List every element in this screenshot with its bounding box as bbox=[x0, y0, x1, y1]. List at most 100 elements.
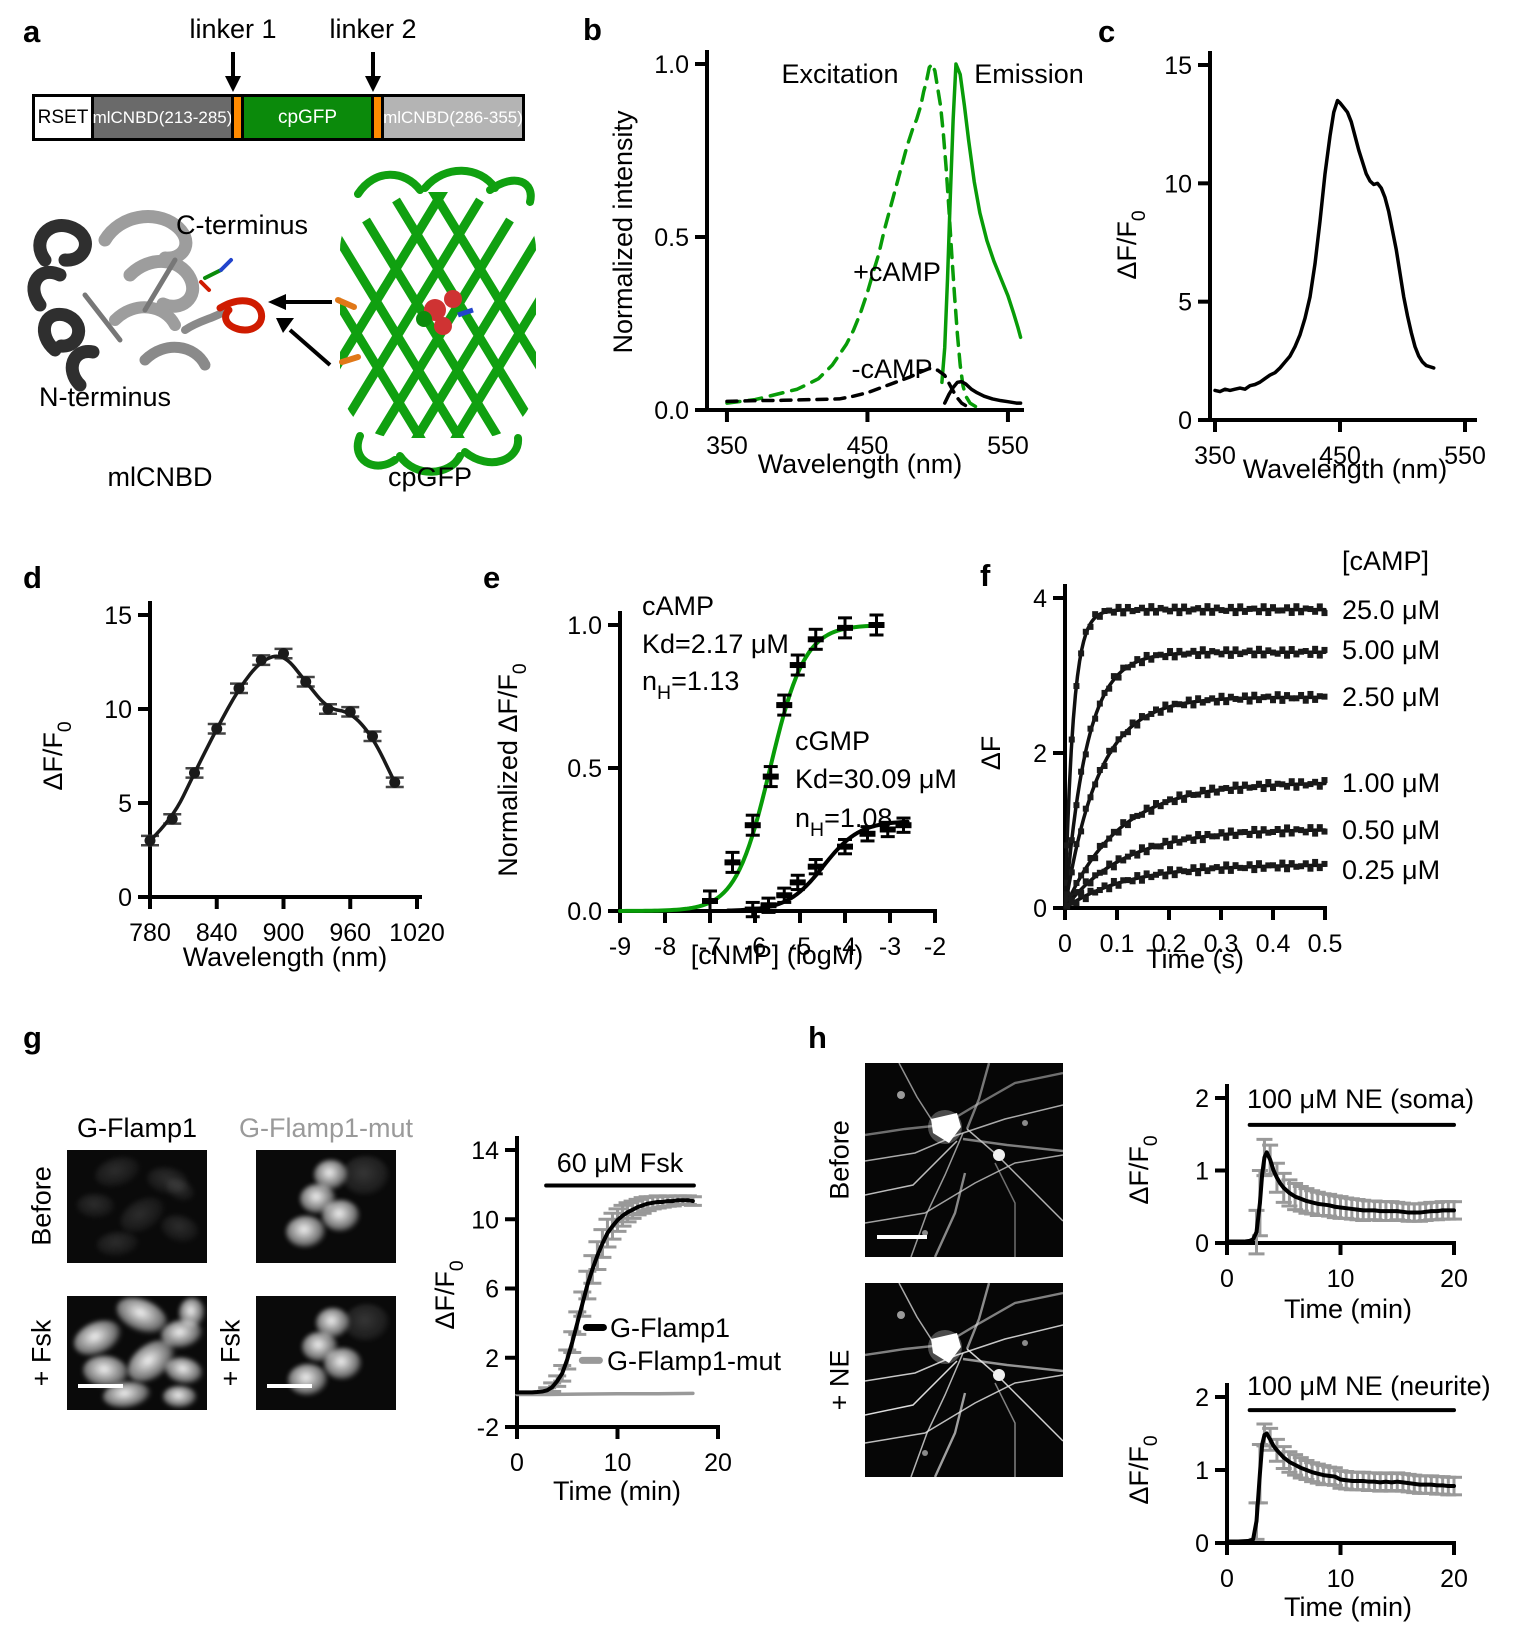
svg-text:1.00 μM: 1.00 μM bbox=[1342, 768, 1440, 798]
linker1-arrow bbox=[225, 52, 241, 92]
cell-blob bbox=[162, 1385, 198, 1409]
svg-text:60 μM Fsk: 60 μM Fsk bbox=[557, 1148, 684, 1178]
micrograph-gflamp1-before bbox=[67, 1150, 207, 1263]
cpgfp-barrel bbox=[335, 166, 536, 476]
svg-text:10: 10 bbox=[1327, 1265, 1355, 1293]
svg-text:nH=1.08: nH=1.08 bbox=[795, 803, 892, 841]
svg-text:5: 5 bbox=[118, 790, 132, 818]
panel-a: linker 1 linker 2 RSET mlCNBD(213-285) cpG… bbox=[0, 0, 560, 510]
svg-text:-5: -5 bbox=[789, 933, 811, 961]
structure-arrow-1 bbox=[268, 294, 332, 310]
svg-text:nH=1.13: nH=1.13 bbox=[642, 666, 739, 704]
panel-letter-d: d bbox=[23, 560, 42, 595]
svg-text:2: 2 bbox=[485, 1345, 499, 1373]
svg-text:0: 0 bbox=[510, 1449, 524, 1477]
svg-text:2: 2 bbox=[1195, 1085, 1209, 1113]
svg-text:840: 840 bbox=[196, 919, 238, 947]
svg-text:0: 0 bbox=[1178, 407, 1192, 435]
svg-text:100 μM NE (neurite): 100 μM NE (neurite) bbox=[1247, 1371, 1491, 1401]
panel-b-chart: 350 450 550 0.0 0.5 1.0 Wavelength (nm) Normali… bbox=[560, 0, 1120, 500]
svg-text:0: 0 bbox=[1033, 895, 1047, 923]
svg-text:0.5: 0.5 bbox=[654, 224, 689, 252]
svg-text:cAMP: cAMP bbox=[642, 591, 714, 621]
svg-text:10: 10 bbox=[471, 1206, 499, 1234]
panel-letter-c: c bbox=[1098, 14, 1116, 49]
svg-text:Wavelength (nm): Wavelength (nm) bbox=[1243, 454, 1448, 484]
svg-text:0.0: 0.0 bbox=[654, 397, 689, 425]
construct-segment: mlCNBD(286-355) bbox=[381, 97, 523, 138]
neuron-image-ne bbox=[865, 1283, 1063, 1477]
svg-text:Kd=30.09 μM: Kd=30.09 μM bbox=[795, 764, 957, 794]
svg-text:6: 6 bbox=[485, 1276, 499, 1304]
cpgfp-label: cpGFP bbox=[387, 462, 473, 492]
svg-text:0.2: 0.2 bbox=[1152, 930, 1187, 958]
svg-text:2: 2 bbox=[1195, 1384, 1209, 1412]
svg-text:-9: -9 bbox=[609, 933, 631, 961]
svg-text:Wavelength (nm): Wavelength (nm) bbox=[183, 942, 388, 972]
svg-text:1: 1 bbox=[1195, 1457, 1209, 1485]
svg-text:[cAMP]: [cAMP] bbox=[1342, 546, 1429, 576]
cell-blob bbox=[68, 1313, 128, 1363]
svg-text:cGMP: cGMP bbox=[795, 726, 870, 756]
svg-text:20: 20 bbox=[1440, 1265, 1468, 1293]
cell-blob bbox=[179, 1298, 205, 1328]
svg-text:0.0: 0.0 bbox=[567, 898, 602, 926]
svg-text:550: 550 bbox=[1444, 442, 1486, 470]
svg-text:2: 2 bbox=[1033, 740, 1047, 768]
svg-text:Kd=2.17 μM: Kd=2.17 μM bbox=[642, 629, 789, 659]
cell-blob bbox=[344, 1304, 390, 1342]
svg-text:-4: -4 bbox=[834, 933, 856, 961]
svg-text:0.50 μM: 0.50 μM bbox=[1342, 815, 1440, 845]
svg-text:0: 0 bbox=[1220, 1565, 1234, 1593]
svg-text:Normalized ΔF/F0: Normalized ΔF/F0 bbox=[493, 663, 531, 877]
svg-text:0.25 μM: 0.25 μM bbox=[1342, 855, 1440, 885]
panel-letter-h: h bbox=[808, 1020, 827, 1055]
svg-text:0.1: 0.1 bbox=[1100, 930, 1135, 958]
n-terminus-label: N-terminus bbox=[38, 382, 172, 412]
svg-text:5: 5 bbox=[1178, 289, 1192, 317]
svg-text:Excitation: Excitation bbox=[781, 59, 898, 89]
svg-text:Time (min): Time (min) bbox=[1284, 1592, 1412, 1622]
panel-letter-a: a bbox=[23, 14, 41, 49]
construct-segment: RSET bbox=[35, 97, 91, 138]
svg-text:0.5: 0.5 bbox=[1308, 930, 1343, 958]
panel-f-chart: 0 0.1 0.2 0.3 0.4 0.5 0 2 4 Time (s) ΔF [cAMP] 25.0 … bbox=[940, 520, 1528, 990]
svg-text:Time (min): Time (min) bbox=[553, 1476, 681, 1506]
panel-a-graphics bbox=[27, 52, 536, 476]
svg-text:Emission: Emission bbox=[974, 59, 1084, 89]
mlcnbd-label: mlCNBD bbox=[107, 462, 213, 492]
svg-text:-2: -2 bbox=[477, 1414, 499, 1442]
panel-h-soma-chart: 0 10 20 0 1 2 Time (min) ΔF/F0 100 μM NE (soma) bbox=[1090, 1000, 1528, 1335]
svg-text:-6: -6 bbox=[744, 933, 766, 961]
svg-text:5.00 μM: 5.00 μM bbox=[1342, 635, 1440, 665]
svg-text:25.0 μM: 25.0 μM bbox=[1342, 595, 1440, 625]
svg-text:450: 450 bbox=[847, 432, 889, 460]
svg-text:ΔF/F0: ΔF/F0 bbox=[430, 1260, 468, 1330]
svg-text:1: 1 bbox=[1195, 1158, 1209, 1186]
neuron-image-before bbox=[865, 1063, 1063, 1257]
cell-blob bbox=[92, 1152, 144, 1192]
construct-diagram: RSET mlCNBD(213-285) cpGFP mlCNBD(286-355) bbox=[32, 94, 525, 141]
svg-text:1.0: 1.0 bbox=[654, 51, 689, 79]
svg-text:960: 960 bbox=[329, 919, 371, 947]
svg-text:[cNMP] (logM): [cNMP] (logM) bbox=[691, 940, 864, 970]
svg-text:900: 900 bbox=[263, 919, 305, 947]
svg-text:Wavelength (nm): Wavelength (nm) bbox=[758, 449, 963, 479]
micrograph-gflamp1-fsk bbox=[67, 1296, 207, 1410]
linker2-label: linker 2 bbox=[329, 14, 417, 44]
svg-text:0: 0 bbox=[1058, 930, 1072, 958]
svg-text:ΔF/F0: ΔF/F0 bbox=[38, 721, 76, 791]
cell-blob bbox=[96, 1230, 140, 1258]
construct-segment bbox=[371, 97, 381, 138]
svg-text:14: 14 bbox=[471, 1137, 499, 1165]
panel-d-chart: 780 840 900 960 1020 0 5 10 15 Wavelength (nm) ΔF/… bbox=[0, 530, 470, 980]
panel-c-chart: 350 450 550 0 5 10 15 Wavelength (nm) ΔF/F0 bbox=[1050, 0, 1528, 510]
g-flamp1-mut-column-title: G-Flamp1-mut bbox=[238, 1113, 414, 1143]
svg-text:0.4: 0.4 bbox=[1256, 930, 1291, 958]
svg-text:10: 10 bbox=[1164, 170, 1192, 198]
svg-text:10: 10 bbox=[1327, 1565, 1355, 1593]
svg-text:20: 20 bbox=[1440, 1565, 1468, 1593]
cell-blob bbox=[76, 1192, 116, 1220]
linker1-label: linker 1 bbox=[189, 14, 277, 44]
svg-text:780: 780 bbox=[129, 919, 171, 947]
